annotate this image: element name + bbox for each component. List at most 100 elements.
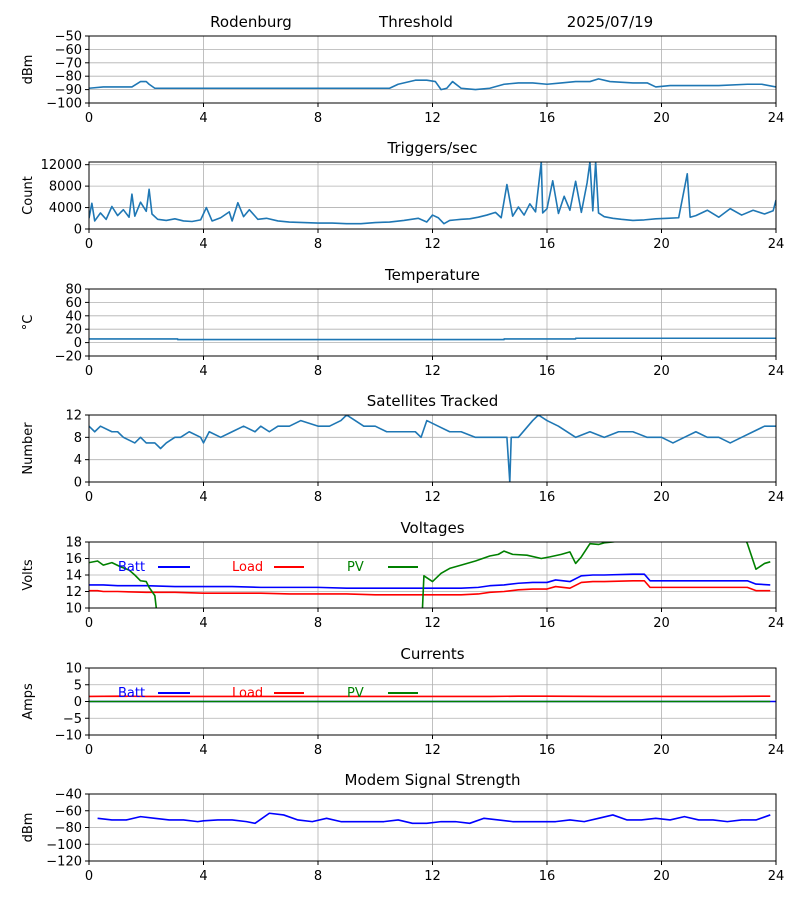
x-tick-label: 20: [653, 490, 670, 505]
x-tick-label: 16: [539, 237, 556, 252]
y-tick-label: 16: [65, 552, 82, 567]
y-tick-label: 12000: [41, 158, 82, 173]
y-tick-label: 12: [65, 409, 82, 424]
x-tick-label: 24: [768, 490, 785, 505]
legend-label: Load: [232, 560, 263, 575]
y-tick-label: 4000: [49, 201, 82, 216]
x-tick-label: 12: [424, 743, 441, 758]
x-tick-label: 12: [424, 490, 441, 505]
y-tick-label: −50: [55, 30, 82, 45]
y-axis-label: Number: [21, 422, 36, 475]
chart-title: Triggers/sec: [387, 139, 478, 157]
x-tick-label: 4: [199, 364, 207, 379]
chart-title: Voltages: [400, 519, 464, 537]
x-tick-label: 0: [85, 490, 93, 505]
x-tick-label: 24: [768, 364, 785, 379]
y-tick-label: 0: [74, 476, 82, 491]
y-tick-label: −70: [55, 56, 82, 71]
series-line: [98, 813, 771, 823]
y-axis-label: Count: [21, 176, 36, 215]
y-tick-label: −120: [46, 855, 82, 870]
y-axis-label: °C: [21, 315, 36, 331]
chart-title: Modem Signal Strength: [345, 771, 521, 789]
x-tick-label: 16: [539, 364, 556, 379]
legend-label: PV: [347, 686, 364, 701]
x-tick-label: 4: [199, 111, 207, 126]
y-tick-label: −100: [46, 838, 82, 853]
y-tick-label: −80: [55, 821, 82, 836]
x-tick-label: 16: [539, 490, 556, 505]
header: Rodenburg Threshold 2025/07/19: [210, 13, 653, 31]
date-label: 2025/07/19: [567, 13, 653, 31]
y-axis-label: Amps: [21, 683, 36, 720]
x-tick-label: 12: [424, 364, 441, 379]
y-tick-label: 60: [65, 296, 82, 311]
y-tick-label: 10: [65, 662, 82, 677]
y-axis-label: dBm: [21, 55, 36, 85]
y-tick-label: 5: [74, 678, 82, 693]
x-tick-label: 4: [199, 743, 207, 758]
x-tick-label: 12: [424, 111, 441, 126]
y-tick-label: −40: [55, 788, 82, 803]
series-line-batt: [89, 574, 770, 588]
x-tick-label: 12: [424, 869, 441, 884]
y-tick-label: 4: [74, 453, 82, 468]
y-tick-label: −60: [55, 804, 82, 819]
x-tick-label: 4: [199, 616, 207, 631]
x-tick-label: 20: [653, 111, 670, 126]
x-tick-label: 24: [768, 616, 785, 631]
y-tick-label: 40: [65, 309, 82, 324]
x-tick-label: 20: [653, 743, 670, 758]
chart-title: Satellites Tracked: [367, 392, 498, 410]
legend-label: Batt: [118, 686, 145, 701]
y-tick-label: 0: [74, 695, 82, 710]
y-axis-label: Volts: [21, 559, 36, 591]
y-tick-label: −90: [55, 83, 82, 98]
x-tick-label: 12: [424, 237, 441, 252]
y-tick-label: −20: [55, 350, 82, 365]
y-tick-label: 8: [74, 431, 82, 446]
x-tick-label: 0: [85, 869, 93, 884]
legend-label: PV: [347, 560, 364, 575]
y-tick-label: −10: [55, 729, 82, 744]
x-tick-label: 8: [314, 869, 322, 884]
x-tick-label: 24: [768, 869, 785, 884]
x-tick-label: 8: [314, 364, 322, 379]
y-tick-label: 8000: [49, 180, 82, 195]
x-tick-label: 0: [85, 743, 93, 758]
x-tick-label: 24: [768, 111, 785, 126]
y-tick-label: 10: [65, 602, 82, 617]
y-tick-label: −80: [55, 70, 82, 85]
x-tick-label: 0: [85, 616, 93, 631]
y-tick-label: 0: [74, 223, 82, 238]
y-axis-label: dBm: [21, 813, 36, 843]
x-tick-label: 16: [539, 869, 556, 884]
station-name: Rodenburg: [210, 13, 292, 31]
y-tick-label: 80: [65, 283, 82, 298]
mode-label: Threshold: [378, 13, 453, 31]
legend-label: Batt: [118, 560, 145, 575]
x-tick-label: 16: [539, 616, 556, 631]
x-tick-label: 20: [653, 237, 670, 252]
x-tick-label: 0: [85, 111, 93, 126]
x-tick-label: 8: [314, 743, 322, 758]
legend-label: Load: [232, 686, 263, 701]
x-tick-label: 0: [85, 237, 93, 252]
x-tick-label: 4: [199, 490, 207, 505]
x-tick-label: 24: [768, 237, 785, 252]
x-tick-label: 8: [314, 111, 322, 126]
x-tick-label: 8: [314, 616, 322, 631]
y-tick-label: −5: [63, 712, 82, 727]
y-tick-label: 0: [74, 336, 82, 351]
x-tick-label: 12: [424, 616, 441, 631]
x-tick-label: 16: [539, 111, 556, 126]
